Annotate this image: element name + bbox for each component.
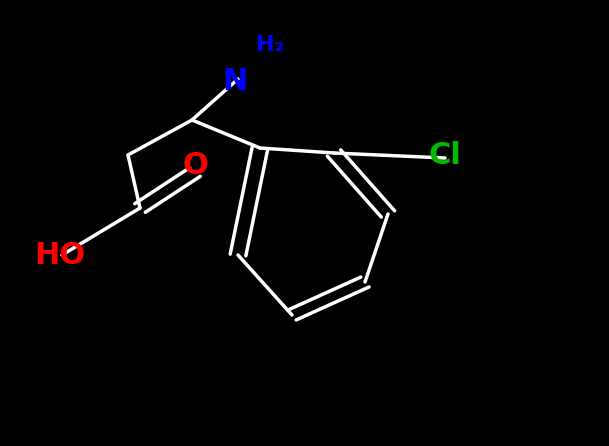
Text: O: O [182,150,208,179]
Text: Cl: Cl [429,140,462,169]
Text: N: N [222,67,248,96]
Text: H₂: H₂ [256,35,284,55]
Text: HO: HO [34,240,86,269]
